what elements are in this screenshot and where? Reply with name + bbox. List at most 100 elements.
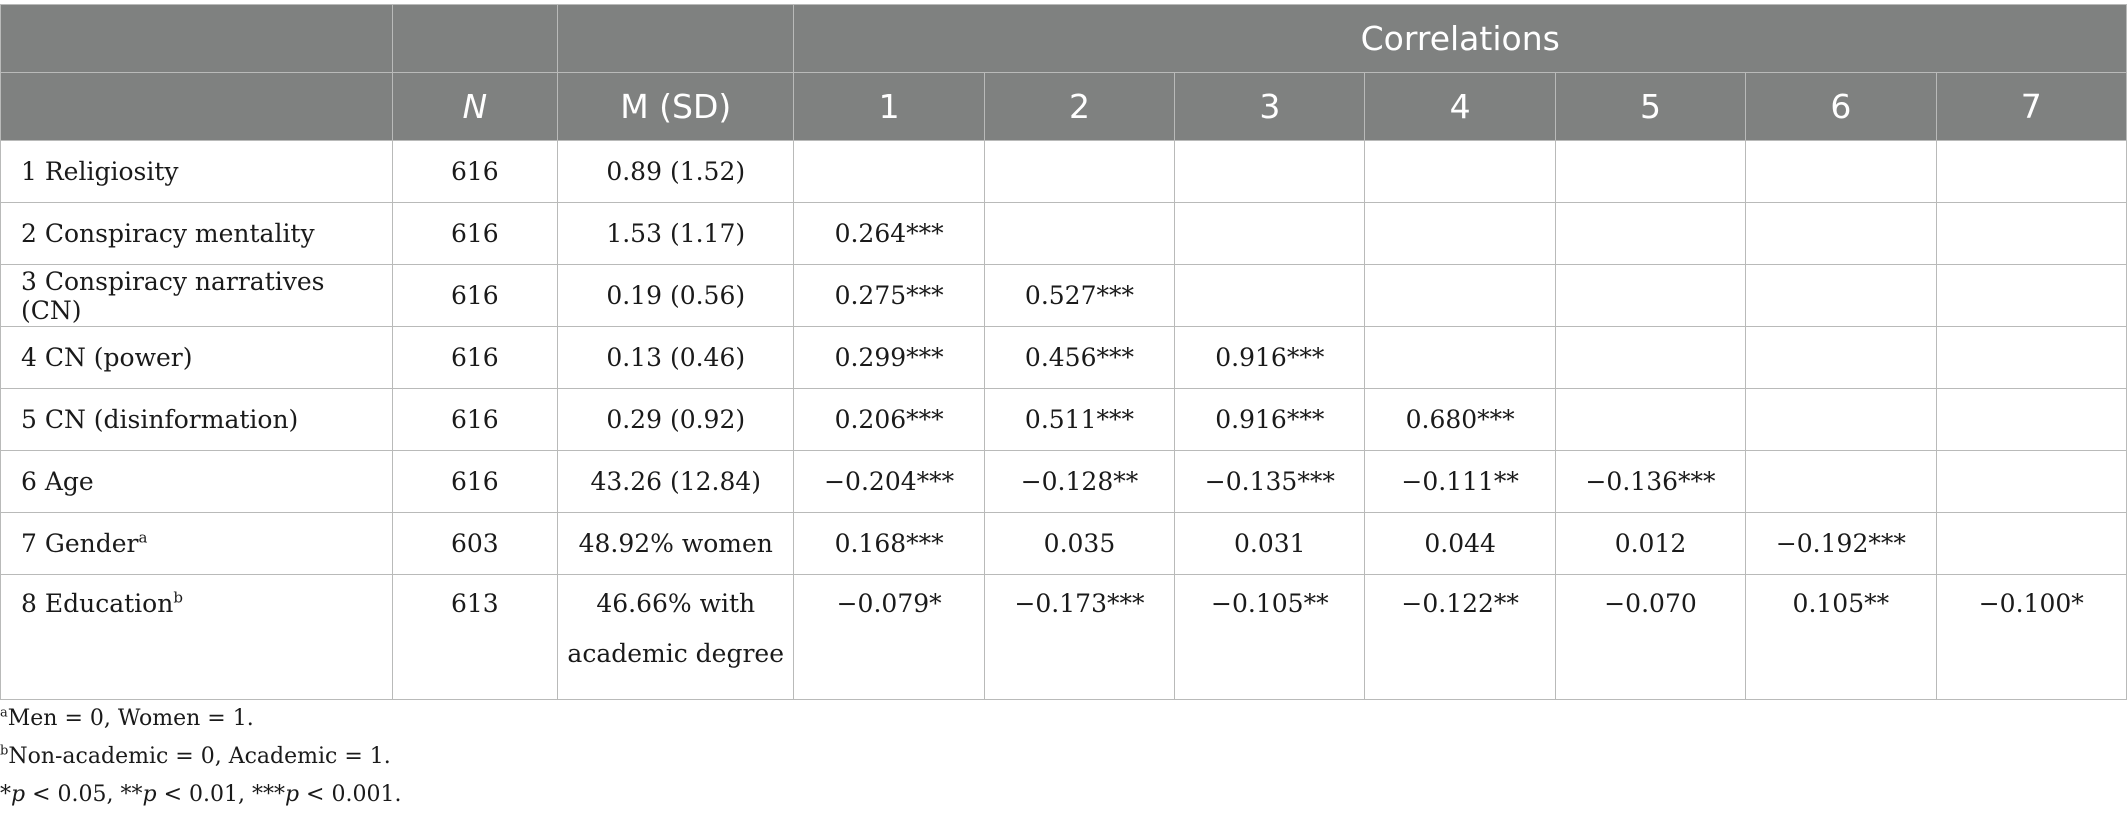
correlation-cell: 0.299*** xyxy=(793,326,985,389)
correlation-cell: 0.264*** xyxy=(793,202,985,265)
row-label: 8 Educationb xyxy=(0,574,393,700)
row-mean-sd: 0.13 (0.46) xyxy=(557,326,795,389)
row-mean-sd-line: 48.92% women xyxy=(578,529,773,558)
correlation-table: Correlations N M (SD) 1 2 3 4 5 6 7 1 Re… xyxy=(0,4,2127,700)
correlation-cell: −0.100* xyxy=(1935,574,2127,700)
row-n: 616 xyxy=(391,264,559,327)
row-label: 7 Gendera xyxy=(0,512,393,575)
row-label-text: 2 Conspiracy mentality xyxy=(21,219,315,248)
header-n: N xyxy=(391,72,559,141)
correlation-cell xyxy=(1364,326,1556,389)
correlation-cell: 0.206*** xyxy=(793,388,985,451)
correlation-cell xyxy=(1935,512,2127,575)
row-label-text: 1 Religiosity xyxy=(21,157,179,186)
row-n: 616 xyxy=(391,388,559,451)
correlation-cell xyxy=(1935,326,2127,389)
note-a-text: Men = 0, Women = 1. xyxy=(7,706,254,731)
correlation-cell xyxy=(1554,202,1747,265)
correlation-cell xyxy=(1554,140,1747,203)
table-row: 4 CN (power) 616 0.13 (0.46) 0.299*** 0.456*… xyxy=(0,326,2127,389)
header-empty-cell xyxy=(0,72,393,141)
header-row-group: Correlations xyxy=(0,4,2127,73)
correlation-cell xyxy=(1935,202,2127,265)
table-body: 1 Religiosity 616 0.89 (1.52) 2 Conspiracy … xyxy=(0,140,2127,700)
correlation-cell: 0.044 xyxy=(1364,512,1556,575)
row-n: 616 xyxy=(391,140,559,203)
row-mean-sd-line: 43.26 (12.84) xyxy=(590,467,762,496)
correlation-cell: −0.079* xyxy=(793,574,985,700)
note-b-marker: b xyxy=(0,743,9,759)
table-row: 8 Educationb 613 46.66% with academic degre… xyxy=(0,574,2127,700)
row-mean-sd-line: 0.89 (1.52) xyxy=(606,157,746,186)
row-label: 4 CN (power) xyxy=(0,326,393,389)
row-mean-sd-line: 46.66% with xyxy=(596,589,756,618)
row-n: 616 xyxy=(391,202,559,265)
correlation-cell xyxy=(1745,202,1937,265)
table-notes: aMen = 0, Women = 1. bNon-academic = 0, … xyxy=(0,700,401,814)
row-n: 616 xyxy=(391,450,559,513)
header-mean-sd: M (SD) xyxy=(557,72,795,141)
header-empty-cell xyxy=(557,4,795,73)
header-row-columns: N M (SD) 1 2 3 4 5 6 7 xyxy=(0,72,2127,141)
row-label: 6 Age xyxy=(0,450,393,513)
header-empty-cell xyxy=(391,4,559,73)
table-row: 5 CN (disinformation) 616 0.29 (0.92) 0.206… xyxy=(0,388,2127,451)
row-mean-sd-line-2: academic degree xyxy=(567,639,785,668)
note-b-text: Non-academic = 0, Academic = 1. xyxy=(8,744,391,769)
row-mean-sd: 48.92% women xyxy=(557,512,795,575)
table-row: 2 Conspiracy mentality 616 1.53 (1.17) 0.26… xyxy=(0,202,2127,265)
correlation-cell: 0.105** xyxy=(1745,574,1937,700)
row-mean-sd-line: 0.29 (0.92) xyxy=(606,405,746,434)
correlation-cell xyxy=(1745,450,1937,513)
correlation-cell xyxy=(1554,326,1747,389)
correlation-cell: 0.168*** xyxy=(793,512,985,575)
correlation-cell: −0.105** xyxy=(1174,574,1366,700)
row-label-text: 6 Age xyxy=(21,467,94,496)
table-row: 6 Age 616 43.26 (12.84) −0.204*** −0.128** −0… xyxy=(0,450,2127,513)
row-mean-sd: 0.19 (0.56) xyxy=(557,264,795,327)
correlation-cell xyxy=(1364,264,1556,327)
row-label-text: 7 Gender xyxy=(21,529,139,558)
row-n: 603 xyxy=(391,512,559,575)
header-col-4: 4 xyxy=(1364,72,1556,141)
row-mean-sd-line: 1.53 (1.17) xyxy=(606,219,746,248)
correlation-cell: −0.128** xyxy=(983,450,1176,513)
row-label: 3 Conspiracy narratives (CN) xyxy=(0,264,393,327)
correlation-cell xyxy=(1935,450,2127,513)
row-n: 616 xyxy=(391,326,559,389)
correlation-cell: −0.136*** xyxy=(1554,450,1747,513)
correlation-cell xyxy=(1745,326,1937,389)
correlation-cell: 0.511*** xyxy=(983,388,1176,451)
row-mean-sd-line: 0.13 (0.46) xyxy=(606,343,746,372)
correlation-cell xyxy=(1364,202,1556,265)
header-col-2: 2 xyxy=(983,72,1176,141)
row-label: 2 Conspiracy mentality xyxy=(0,202,393,265)
correlation-cell xyxy=(1174,202,1366,265)
correlation-table-container: Correlations N M (SD) 1 2 3 4 5 6 7 1 Re… xyxy=(0,4,2127,700)
correlation-cell: 0.527*** xyxy=(983,264,1176,327)
correlation-cell: −0.135*** xyxy=(1174,450,1366,513)
correlation-cell xyxy=(1935,264,2127,327)
note-a: aMen = 0, Women = 1. xyxy=(0,700,401,738)
correlation-cell: 0.012 xyxy=(1554,512,1747,575)
correlation-cell xyxy=(1935,140,2127,203)
correlation-cell xyxy=(1174,264,1366,327)
header-col-1: 1 xyxy=(793,72,985,141)
correlation-cell xyxy=(1745,388,1937,451)
table-row: 7 Gendera 603 48.92% women 0.168*** 0.035 0.0… xyxy=(0,512,2127,575)
correlation-cell: −0.070 xyxy=(1554,574,1747,700)
row-mean-sd: 46.66% with academic degree xyxy=(557,574,795,700)
row-label: 5 CN (disinformation) xyxy=(0,388,393,451)
note-significance: *p < 0.05, **p < 0.01, ***p < 0.001. xyxy=(0,782,402,807)
correlation-cell: −0.122** xyxy=(1364,574,1556,700)
row-mean-sd: 43.26 (12.84) xyxy=(557,450,795,513)
row-mean-sd: 0.89 (1.52) xyxy=(557,140,795,203)
header-empty-cell xyxy=(0,4,393,73)
header-col-6: 6 xyxy=(1745,72,1937,141)
correlation-cell xyxy=(983,202,1176,265)
header-col-3: 3 xyxy=(1174,72,1366,141)
header-col-7: 7 xyxy=(1935,72,2127,141)
correlation-cell: 0.275*** xyxy=(793,264,985,327)
correlation-cell xyxy=(983,140,1176,203)
correlation-cell: 0.031 xyxy=(1174,512,1366,575)
